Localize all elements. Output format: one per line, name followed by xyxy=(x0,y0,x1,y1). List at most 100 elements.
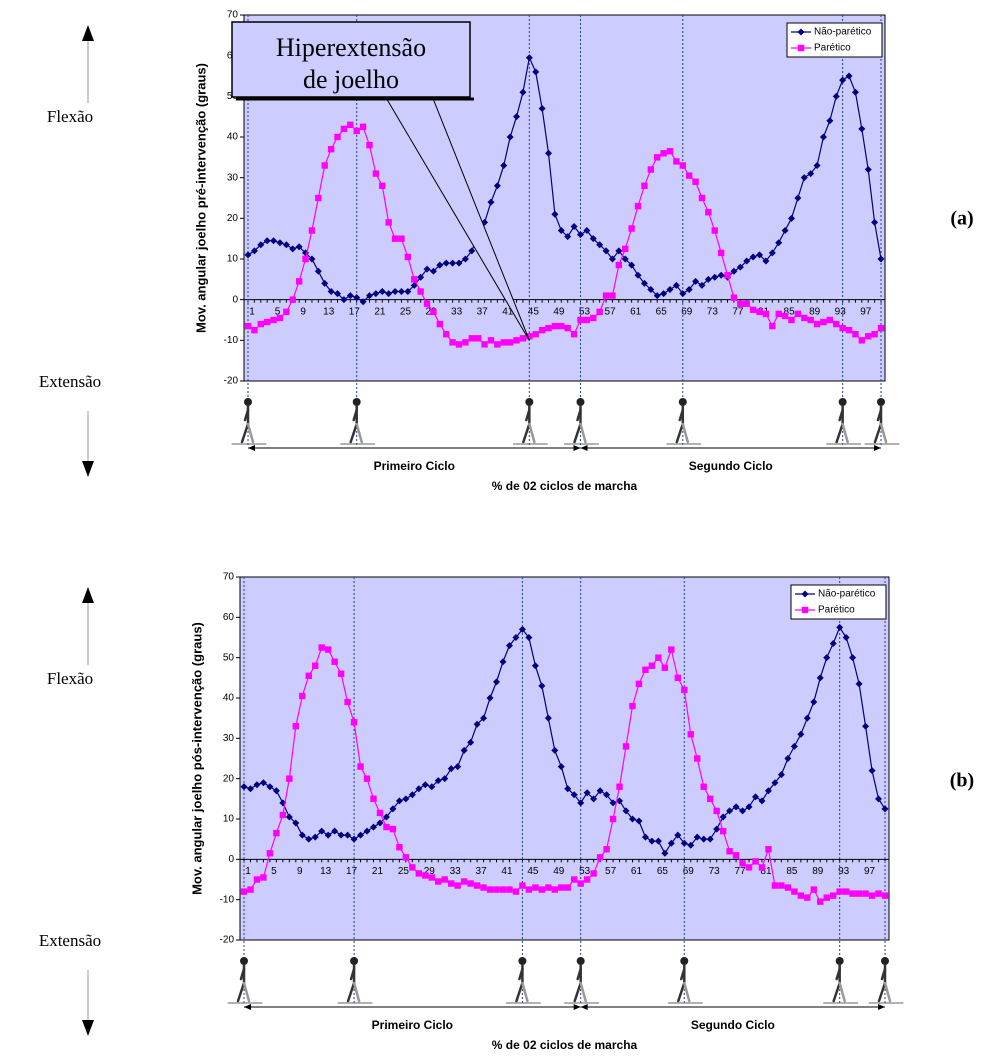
walker-arm xyxy=(352,408,358,422)
point xyxy=(513,337,520,344)
point xyxy=(694,755,701,762)
point xyxy=(441,775,449,783)
walker-leg xyxy=(522,422,531,444)
point xyxy=(253,876,261,883)
arrow-head xyxy=(874,445,881,451)
walker-leg xyxy=(236,981,246,1003)
point xyxy=(832,92,840,100)
point xyxy=(311,833,319,841)
point xyxy=(314,267,322,275)
point xyxy=(525,54,533,62)
point xyxy=(871,218,879,226)
point xyxy=(719,813,727,821)
walker-leg xyxy=(246,422,255,444)
y-tick-label: -10 xyxy=(224,335,239,346)
point xyxy=(674,674,682,682)
walker-leg xyxy=(838,981,846,1003)
point xyxy=(609,292,616,299)
x-tick-label: 93 xyxy=(835,306,847,317)
point xyxy=(506,339,514,346)
walker-icon xyxy=(505,957,541,1004)
walker-icon xyxy=(864,398,900,445)
arrow-head xyxy=(244,1004,251,1010)
point xyxy=(500,339,507,346)
legend-label: Não-parético xyxy=(814,27,872,38)
walker-leg xyxy=(515,981,524,1003)
point xyxy=(487,198,495,206)
point xyxy=(276,314,284,322)
point xyxy=(557,227,565,235)
point xyxy=(246,785,254,793)
point xyxy=(449,339,456,346)
walker-icon xyxy=(337,957,373,1004)
point xyxy=(576,231,584,239)
x-tick-label: 37 xyxy=(477,306,489,317)
point xyxy=(435,878,442,885)
point xyxy=(292,723,299,730)
point xyxy=(455,259,463,267)
point xyxy=(347,121,354,128)
point xyxy=(344,698,351,706)
down-arrow-head xyxy=(82,461,94,477)
point xyxy=(321,279,329,287)
point xyxy=(395,797,403,805)
point xyxy=(797,28,805,36)
point xyxy=(833,320,840,328)
point xyxy=(852,331,859,338)
point xyxy=(589,235,597,243)
point xyxy=(661,849,669,857)
point xyxy=(845,72,853,80)
point xyxy=(557,763,565,771)
point xyxy=(711,227,718,234)
point xyxy=(411,276,418,283)
point xyxy=(441,876,448,883)
point xyxy=(308,255,316,263)
point xyxy=(417,273,425,281)
point xyxy=(641,833,649,841)
point xyxy=(346,292,354,300)
legend-label: Parético xyxy=(818,605,855,616)
point xyxy=(608,255,616,263)
point xyxy=(596,854,604,861)
point xyxy=(493,678,501,686)
arrow-head xyxy=(878,1004,885,1010)
point xyxy=(801,590,809,598)
point xyxy=(602,292,610,299)
point xyxy=(829,640,837,648)
point xyxy=(499,886,507,893)
walker-head xyxy=(838,398,847,406)
point xyxy=(797,892,805,899)
point xyxy=(762,310,770,318)
point xyxy=(609,815,617,823)
point xyxy=(836,623,844,631)
point xyxy=(711,273,719,281)
point xyxy=(244,322,252,330)
point xyxy=(771,779,779,787)
walker-leg xyxy=(841,422,849,444)
point xyxy=(376,809,384,817)
y-tick-label: 0 xyxy=(232,294,238,305)
point xyxy=(724,272,731,279)
point xyxy=(409,864,416,871)
point xyxy=(538,682,546,690)
point xyxy=(881,892,889,899)
point xyxy=(871,331,878,338)
point xyxy=(775,239,783,247)
x-tick-label: 5 xyxy=(271,866,277,877)
point xyxy=(257,320,264,328)
point xyxy=(474,335,482,342)
point xyxy=(647,286,655,293)
x-tick-label: 93 xyxy=(838,866,850,877)
point xyxy=(596,787,604,795)
point xyxy=(839,76,847,84)
point xyxy=(337,831,345,839)
point xyxy=(590,314,597,322)
point xyxy=(487,337,495,344)
point xyxy=(642,666,649,673)
walker-arm xyxy=(576,408,582,422)
y-tick-label: 40 xyxy=(223,693,235,704)
point xyxy=(564,884,571,891)
point xyxy=(389,825,397,833)
walker-head xyxy=(680,957,689,965)
x-tick-label: 65 xyxy=(656,306,668,317)
